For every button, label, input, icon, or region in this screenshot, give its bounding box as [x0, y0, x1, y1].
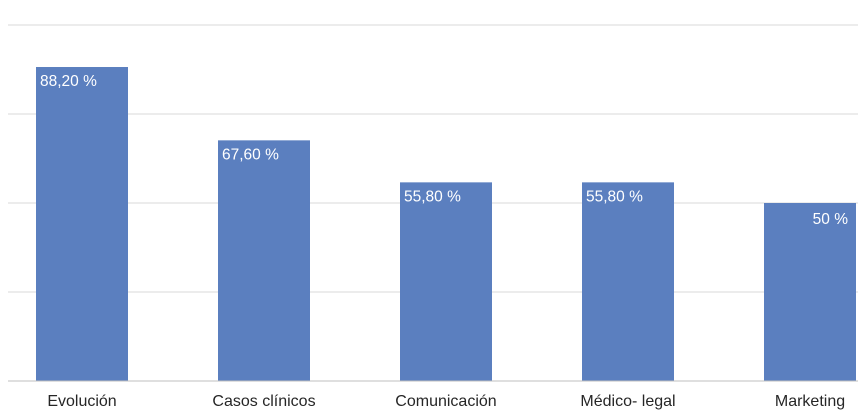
bar [764, 203, 856, 381]
x-tick-label: Evolución [47, 393, 116, 410]
bar [36, 67, 128, 382]
x-tick-label: Marketing [775, 393, 845, 410]
bar-data-label: 55,80 % [404, 188, 461, 205]
bar-data-label: 88,20 % [40, 73, 97, 90]
bar-data-label: 55,80 % [586, 188, 643, 205]
bars [36, 67, 856, 382]
bar [582, 182, 674, 381]
bar-data-label: 50 % [813, 211, 849, 228]
x-tick-label: Casos clínicos [212, 393, 315, 410]
x-tick-label: Comunicación [395, 393, 496, 410]
bar [400, 182, 492, 381]
x-tick-label: Médico- legal [580, 393, 675, 410]
bar [218, 140, 310, 381]
bar-data-labels: 88,20 % 67,60 % 55,80 % 55,80 % 50 % [40, 73, 848, 228]
x-tick-labels: Evolución Casos clínicos Comunicación Médic… [47, 393, 845, 410]
bar-data-label: 67,60 % [222, 146, 279, 163]
